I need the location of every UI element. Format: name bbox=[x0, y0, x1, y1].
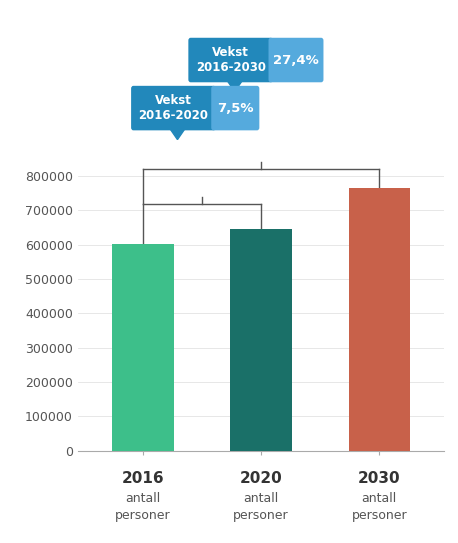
Text: 7,5%: 7,5% bbox=[217, 102, 254, 115]
FancyBboxPatch shape bbox=[188, 38, 273, 83]
Polygon shape bbox=[227, 80, 243, 92]
Bar bbox=[230, 229, 292, 451]
Text: 2016: 2016 bbox=[121, 471, 164, 487]
Text: Vekst
2016-2020: Vekst 2016-2020 bbox=[138, 94, 208, 122]
FancyBboxPatch shape bbox=[211, 86, 259, 130]
Polygon shape bbox=[169, 128, 186, 140]
Text: antall
personer: antall personer bbox=[115, 492, 171, 522]
Bar bbox=[112, 244, 174, 451]
FancyBboxPatch shape bbox=[268, 38, 323, 83]
Text: 27,4%: 27,4% bbox=[273, 54, 319, 67]
Bar bbox=[349, 188, 410, 451]
Text: antall
personer: antall personer bbox=[233, 492, 289, 522]
Text: 2020: 2020 bbox=[240, 471, 283, 487]
Text: Vekst
2016-2030: Vekst 2016-2030 bbox=[196, 46, 266, 74]
FancyBboxPatch shape bbox=[131, 86, 216, 130]
Text: antall
personer: antall personer bbox=[351, 492, 407, 522]
Text: 2030: 2030 bbox=[358, 471, 401, 487]
